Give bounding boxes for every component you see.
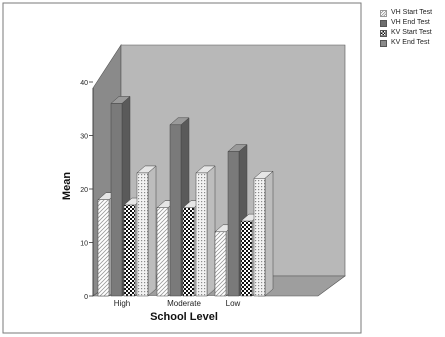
x-axis-label-box	[108, 296, 258, 330]
bar-front	[195, 172, 208, 297]
bar-front	[136, 172, 149, 297]
legend-item: KV Start Test	[380, 28, 444, 38]
legend-swatch	[380, 19, 387, 27]
bar-side	[264, 170, 274, 297]
x-axis-label: School Level	[150, 311, 218, 323]
bar-front	[240, 220, 253, 297]
legend-item: KV End Test	[380, 38, 444, 48]
y-tick-label: 30	[80, 134, 88, 141]
bar-side	[206, 165, 216, 297]
x-tick-label-high: High	[114, 299, 130, 308]
legend-item: VH End Test	[380, 18, 444, 28]
y-tick-label: 20	[80, 187, 88, 194]
legend-label: KV Start Test	[391, 29, 432, 36]
y-tick-label: 40	[80, 80, 88, 87]
legend-swatch	[380, 39, 387, 47]
bar-front	[227, 151, 240, 297]
bar-high-series-3	[136, 165, 157, 297]
bar-front	[97, 199, 110, 297]
labels-layer: High Moderate Low	[114, 299, 241, 308]
bar-front	[123, 204, 136, 297]
legend: VH Start Test VH End Test KV Start Test KV …	[380, 8, 444, 48]
bar-side	[147, 165, 157, 297]
legend-item: VH Start Test	[380, 8, 444, 18]
y-axis-label: Mean	[61, 172, 73, 200]
legend-label: VH End Test	[391, 19, 430, 26]
y-tick-label: 10	[80, 241, 88, 248]
legend-swatch	[380, 29, 387, 37]
bar-front	[169, 124, 182, 297]
bar-low-series-3	[253, 170, 274, 297]
bar-front	[156, 207, 169, 297]
x-tick-label-low: Low	[226, 299, 241, 308]
legend-label: KV End Test	[391, 39, 430, 46]
bar-front	[110, 103, 123, 297]
legend-label: VH Start Test	[391, 9, 433, 16]
bar-front	[253, 178, 266, 297]
legend-swatch	[380, 9, 387, 17]
y-tick-label: 0	[84, 294, 88, 301]
bars-layer	[97, 95, 274, 297]
axis-layer: 0 10 20 30 40	[80, 80, 94, 301]
bar-moderate-series-3	[195, 165, 216, 297]
bar-front	[182, 207, 195, 297]
x-tick-label-moderate: Moderate	[167, 299, 201, 308]
bar-front	[214, 231, 227, 297]
